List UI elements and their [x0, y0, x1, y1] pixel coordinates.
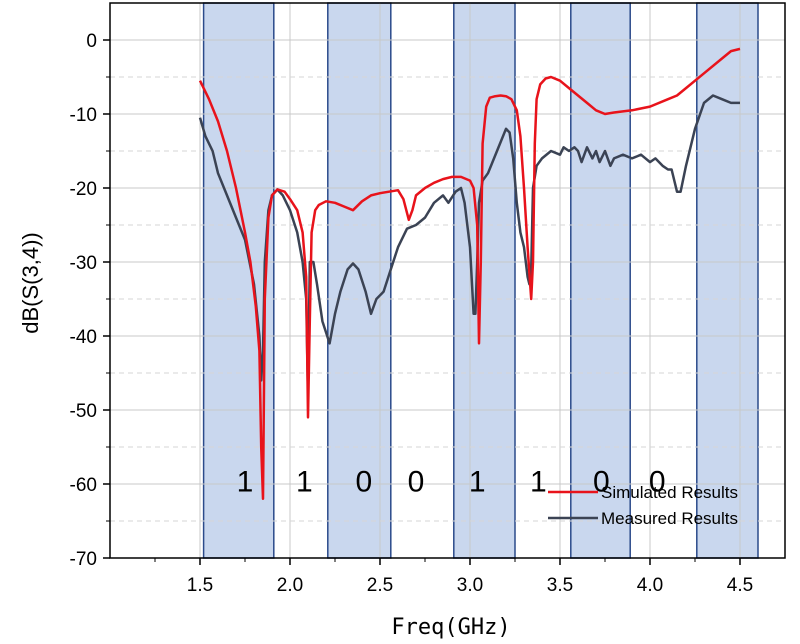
x-tick-label-1: 2.0	[277, 575, 303, 596]
bit-label-6: 0	[593, 465, 610, 498]
y-tick-label-5: -50	[70, 401, 97, 422]
series-line-measured	[198, 94, 740, 397]
bit-label-7: 0	[649, 465, 666, 498]
y-tick-label-0: 0	[86, 31, 97, 52]
series-line-simulated	[198, 47, 741, 501]
highlight-band-3	[570, 2, 631, 559]
x-tick-label-4: 3.5	[547, 575, 573, 596]
y-tick-label-1: -10	[70, 105, 97, 126]
y-tick-label-7: -70	[70, 549, 97, 570]
y-axis-title: dB(S(3,4))	[18, 232, 43, 333]
x-tick-label-3: 3.0	[457, 575, 483, 596]
y-tick-label-3: -30	[70, 253, 97, 274]
series-layer	[198, 47, 741, 501]
bit-label-5: 1	[530, 465, 547, 498]
band-labels: 1 1 0 0 1 1 0 0	[237, 465, 666, 498]
y-tick-label-2: -20	[70, 179, 97, 200]
x-tick-label-0: 1.5	[187, 575, 213, 596]
y-axis-ticks: 0 -10 -20 -30 -40 -50 -60 -70	[70, 31, 110, 570]
x-axis-ticks: 1.5 2.0 2.5 3.0 3.5 4.0 4.5	[154, 558, 753, 596]
plot-frame	[109, 2, 786, 559]
legend: Simulated Results Measured Results	[548, 483, 738, 528]
bit-label-2: 0	[355, 465, 372, 498]
grid	[110, 3, 785, 559]
bit-label-0: 1	[237, 465, 254, 498]
y-tick-label-4: -40	[70, 327, 97, 348]
x-tick-label-6: 4.5	[727, 575, 753, 596]
legend-label-simulated: Simulated Results	[601, 483, 738, 502]
x-tick-label-2: 2.5	[367, 575, 393, 596]
bit-label-1: 1	[296, 465, 313, 498]
x-axis-title: Freq(GHz)	[391, 615, 510, 640]
x-tick-label-5: 4.0	[637, 575, 663, 596]
bit-label-4: 1	[469, 465, 486, 498]
highlight-band-4	[696, 2, 759, 559]
y-tick-label-6: -60	[70, 475, 97, 496]
legend-label-measured: Measured Results	[601, 509, 738, 528]
bit-label-3: 0	[408, 465, 425, 498]
